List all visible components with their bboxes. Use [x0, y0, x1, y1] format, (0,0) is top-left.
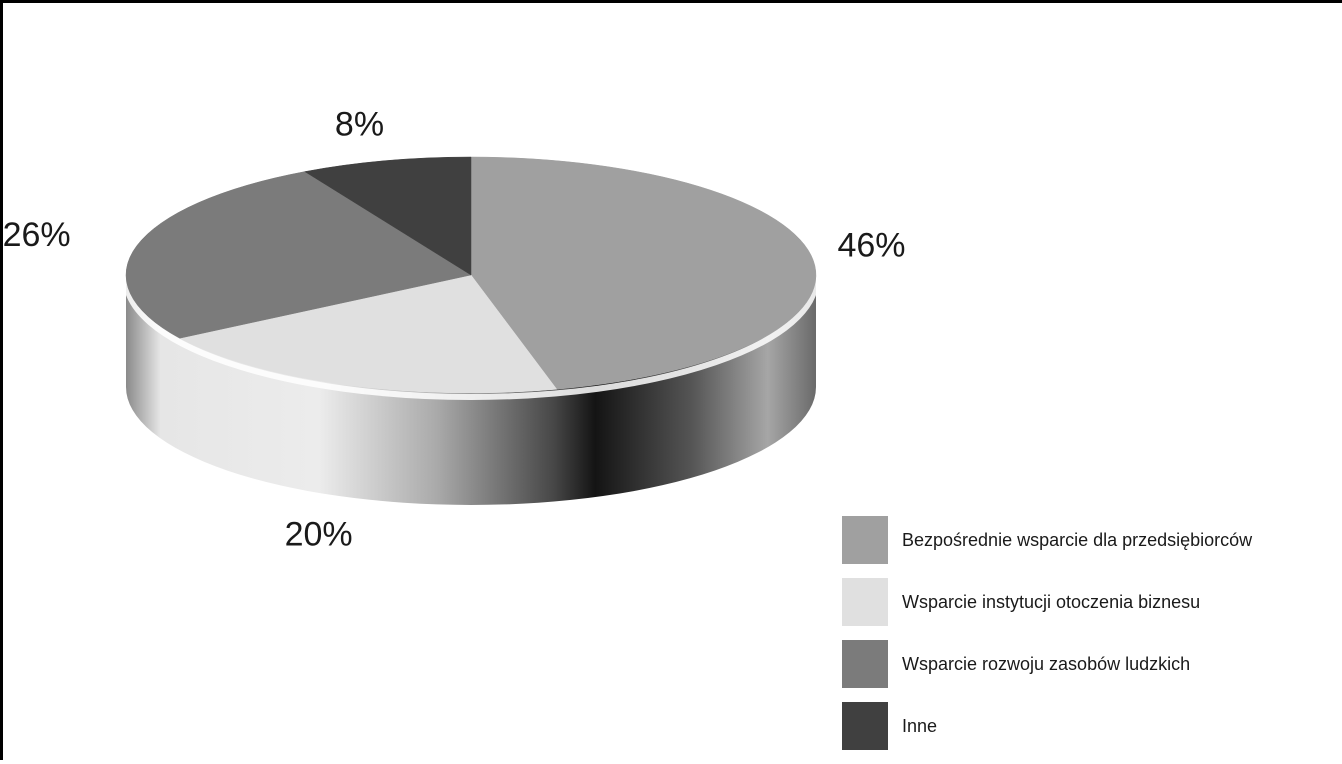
pie-slice-1	[470, 156, 817, 390]
pie-side-face	[126, 275, 816, 505]
legend-label: Wsparcie rozwoju zasobów ludzkich	[902, 653, 1191, 674]
pie-value-label-3: 26%	[3, 216, 71, 254]
legend-label: Inne	[902, 715, 938, 736]
pie-side-wall	[123, 275, 819, 505]
legend-swatch	[842, 578, 888, 626]
pie-slice-3	[125, 171, 472, 339]
legend-label: Wsparcie instytucji otoczenia biznesu	[902, 591, 1201, 612]
pie-value-label-4: 8%	[335, 105, 384, 143]
legend: Bezpośrednie wsparcie dla przedsiębiorcó…	[842, 516, 1252, 764]
legend-swatch	[842, 640, 888, 688]
pie-slice-4	[304, 156, 472, 276]
pie-value-label-1: 46%	[837, 227, 905, 265]
legend-item-4: Inne	[842, 702, 1252, 750]
legend-label: Bezpośrednie wsparcie dla przedsiębiorcó…	[902, 529, 1253, 550]
legend-swatch	[842, 702, 888, 750]
pie-slice-2	[178, 274, 558, 394]
pie-value-label-2: 20%	[285, 516, 353, 554]
pie-slices	[125, 156, 817, 394]
legend-item-1: Bezpośrednie wsparcie dla przedsiębiorcó…	[842, 516, 1252, 564]
pie-value-labels: 46% 20% 26% 8%	[3, 105, 906, 553]
legend-item-3: Wsparcie rozwoju zasobów ludzkich	[842, 640, 1252, 688]
legend-swatch	[842, 516, 888, 564]
legend-item-2: Wsparcie instytucji otoczenia biznesu	[842, 578, 1252, 626]
pie-rim-highlight	[123, 278, 819, 400]
